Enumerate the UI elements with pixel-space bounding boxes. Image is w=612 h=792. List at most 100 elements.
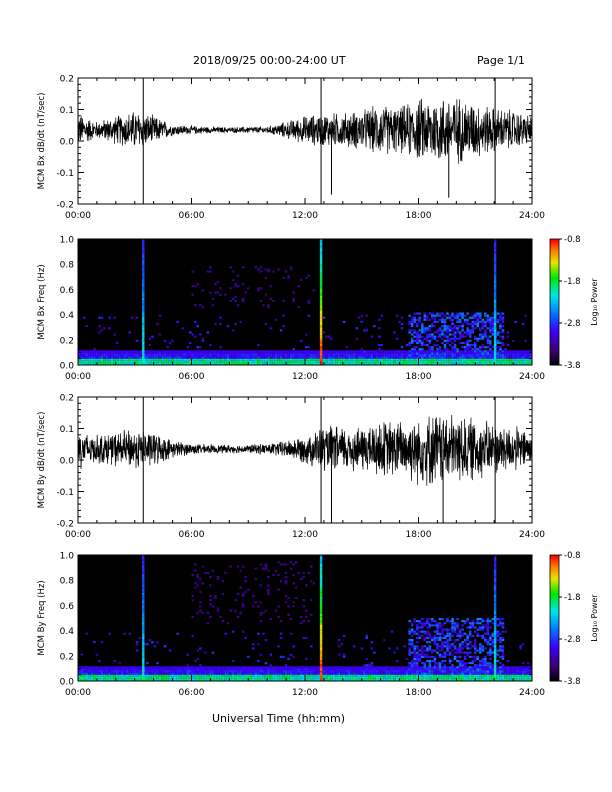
bx-spectrogram-cell [241,360,245,363]
bx-spectrogram-cell [305,346,308,349]
by-spectrogram-cell [294,668,298,671]
bx-spectrogram-cell [173,352,177,355]
bx-spectrogram-cell [201,356,205,359]
by-spectrogram-colorbar-step [550,592,559,596]
by-spectrogram-cell [501,618,505,621]
by-spectrogram-cell [118,676,121,679]
by-spectrogram-cell [461,670,464,673]
bx-spectrogram-cell [486,318,490,321]
bx-spectrogram-cell [211,354,215,357]
bx-spectrogram-cell [234,362,237,365]
bx-spectrogram-cell [476,354,480,357]
by-spectrogram-cell [151,676,154,679]
bx-spectrogram-cell [78,362,81,365]
by-spectrogram-cell [529,668,532,671]
by-spectrogram-cell [85,672,89,675]
bx-spectrogram-cell [166,350,169,353]
by-spectrogram-colorbar-step [550,567,559,571]
bx-spectrogram-cell [378,318,381,321]
by-spectrogram-cell [484,676,487,679]
bx-spectrogram-cell [249,360,253,363]
by-spectrogram-cell [418,657,422,660]
by-spectrogram-cell [297,674,300,677]
bx-spectrogram-cell [357,354,361,357]
bx-spectrogram-cell [315,362,318,365]
by-spectrogram-cell [413,666,416,669]
by-spectrogram-cell [428,649,432,652]
bx-spectrogram-cell [408,352,411,355]
by-spectrogram-cell [357,670,361,673]
by-spectrogram-cell [423,670,427,673]
by-spectrogram-cell [501,622,505,625]
by-spectrogram-cell [423,636,427,639]
bx-spectrogram-cell [136,354,139,357]
bx-spectrogram-cell [481,360,485,363]
by-spectrogram-cell [269,666,273,669]
bx-spectrogram-cell [269,352,273,355]
by-spectrogram-cell [156,676,159,679]
bx-spectrogram-cell [342,356,346,359]
by-spectrogram-cell [463,666,467,669]
bx-spectrogram-cell [378,352,381,355]
bx-spectrogram-cell [80,356,84,359]
by-spectrogram-cell [262,567,265,570]
bx-spectrogram-column-cell [319,344,323,347]
by-spectrogram-cell [463,620,467,623]
bx-spectrogram-cell [433,354,437,357]
bx-spectrogram-colorbar-step [550,325,559,328]
bx-spectrogram-column-cell [319,354,323,357]
bx-spectrogram-colorbar-step [550,281,559,284]
by-spectrogram-cell [345,678,348,681]
bx-spectrogram-cell [375,358,379,361]
by-spectrogram-cell [136,666,139,669]
by-spectrogram-cell [486,618,490,621]
by-spectrogram-cell [163,678,167,681]
by-spectrogram-cell [340,643,343,646]
by-spectrogram-cell [438,670,442,673]
bx-spectrogram-colorbar-step [550,247,559,250]
by-spectrogram-cell [216,678,220,681]
bx-spectrogram-cell [360,350,364,353]
bx-spectrogram-cell [219,293,222,296]
by-spectrogram-cell [466,662,469,665]
bx-spectrogram-cell [83,362,86,365]
by-spectrogram-cell [302,672,305,675]
bx-spectrogram-cell [166,346,169,349]
by-spectrogram-cell [246,672,250,675]
by-spectrogram-cell [388,647,391,650]
bx-spectrogram-cell [252,358,255,361]
bx-spectrogram-cell [130,362,134,365]
bx-spectrogram-cell [110,358,114,361]
bx-spectrogram-cell [312,356,316,359]
by-spectrogram-cell [257,643,260,646]
bx-spectrogram-cell [330,352,333,355]
bx-spectrogram-cell [408,360,411,363]
bx-spectrogram-cell [436,320,439,323]
bx-spectrogram-cell [421,352,424,355]
bx-spectrogram-column-cell [319,318,323,321]
by-spectrogram-cell [436,632,439,635]
by-spectrogram-cell [418,626,422,629]
by-spectrogram-column-cell [142,670,145,673]
by-spectrogram-cell [415,676,419,679]
bx-spectrogram-cell [292,356,295,359]
by-spectrogram-cell [267,584,270,587]
by-spectrogram-cell [468,634,472,637]
by-spectrogram-column-cell [142,588,145,591]
bx-spectrogram-cell [158,314,162,317]
bx-spectrogram-cell [466,352,469,355]
bx-spectrogram-cell [426,337,429,340]
by-spectrogram-cell [294,672,298,675]
bx-spectrogram-cell [466,344,469,347]
by-spectrogram-cell [418,670,422,673]
bx-spectrogram-cell [458,352,462,355]
bx-spectrogram-cell [115,341,119,344]
bx-spectrogram-cell [287,354,290,357]
by-spectrogram-cell [453,645,457,648]
bx-spectrogram-column-cell [142,339,145,342]
by-spectrogram-cell [408,664,411,667]
bx-spectrogram-cell [491,352,495,355]
by-spectrogram-cell [244,576,247,579]
bx-spectrogram-cell [156,352,159,355]
bx-spectrogram-cell [307,299,311,302]
